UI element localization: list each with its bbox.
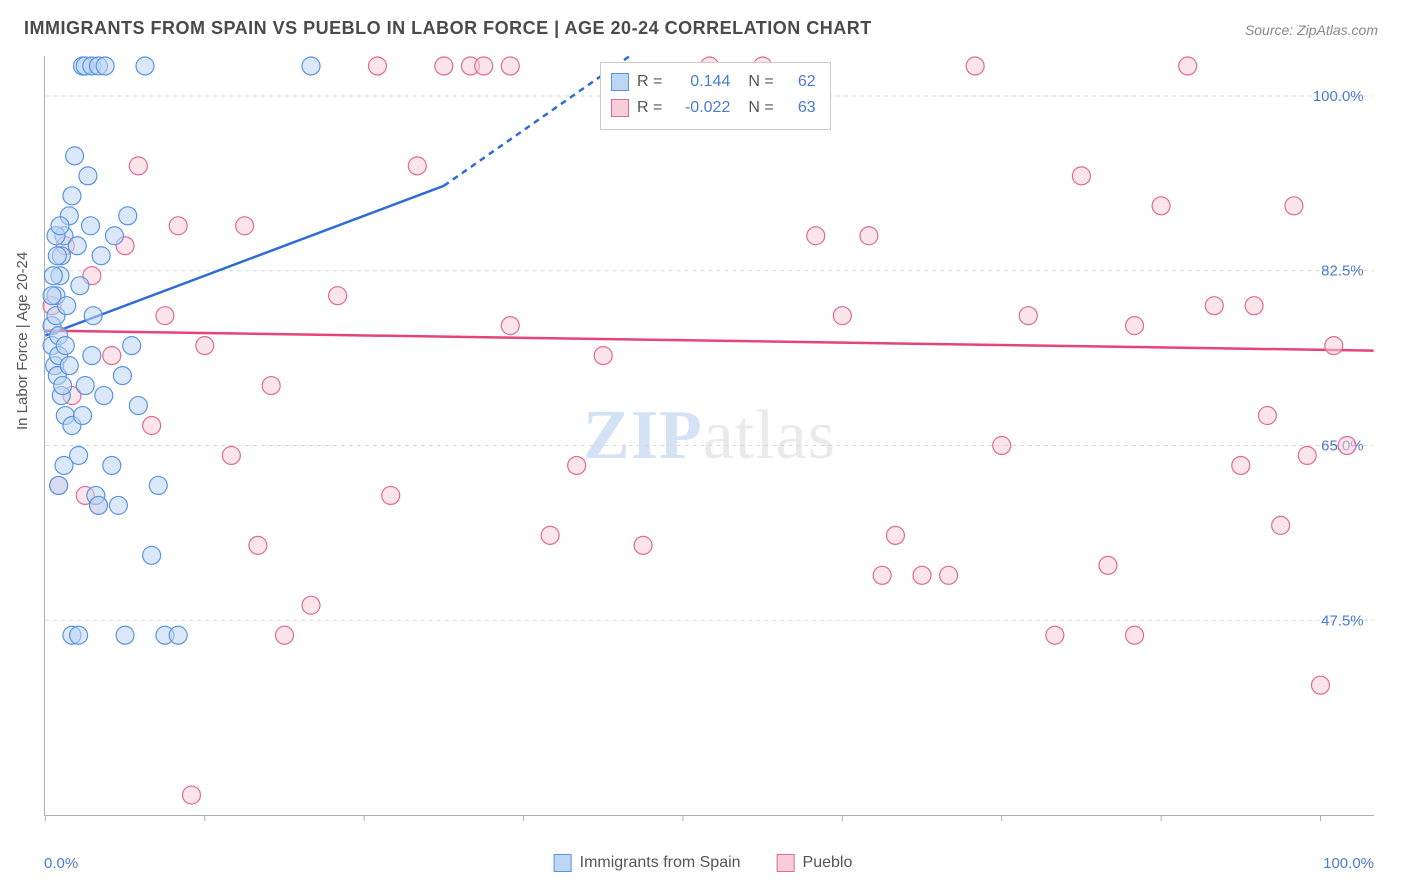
swatch-spain-icon: [554, 854, 572, 872]
legend-row-pueblo: R = -0.022 N = 63: [611, 95, 816, 121]
correlation-legend: R = 0.144 N = 62 R = -0.022 N = 63: [600, 62, 831, 130]
svg-text:82.5%: 82.5%: [1321, 263, 1363, 280]
bottom-legend: Immigrants from Spain Pueblo: [554, 854, 853, 872]
legend-label-pueblo: Pueblo: [803, 854, 853, 872]
swatch-pueblo: [611, 99, 629, 117]
legend-item-pueblo: Pueblo: [777, 854, 853, 872]
source-attribution: Source: ZipAtlas.com: [1245, 22, 1378, 38]
n-value-pueblo: 63: [786, 99, 816, 117]
r-label: R =: [637, 73, 662, 91]
chart-title: IMMIGRANTS FROM SPAIN VS PUEBLO IN LABOR…: [24, 18, 872, 39]
x-axis-max-label: 100.0%: [1323, 855, 1374, 872]
n-label: N =: [748, 99, 773, 117]
legend-label-spain: Immigrants from Spain: [580, 854, 741, 872]
chart-plot-area: ZIPatlas 47.5%65.0%82.5%100.0%: [44, 56, 1374, 816]
svg-text:47.5%: 47.5%: [1321, 612, 1363, 629]
r-value-pueblo: -0.022: [674, 99, 730, 117]
swatch-spain: [611, 73, 629, 91]
n-label: N =: [748, 73, 773, 91]
scatter-svg: 47.5%65.0%82.5%100.0%: [45, 56, 1374, 815]
y-axis-title: In Labor Force | Age 20-24: [14, 252, 31, 430]
n-value-spain: 62: [786, 73, 816, 91]
legend-row-spain: R = 0.144 N = 62: [611, 69, 816, 95]
legend-item-spain: Immigrants from Spain: [554, 854, 741, 872]
r-value-spain: 0.144: [674, 73, 730, 91]
svg-text:100.0%: 100.0%: [1313, 88, 1364, 105]
x-axis-min-label: 0.0%: [44, 855, 78, 872]
swatch-pueblo-icon: [777, 854, 795, 872]
r-label: R =: [637, 99, 662, 117]
